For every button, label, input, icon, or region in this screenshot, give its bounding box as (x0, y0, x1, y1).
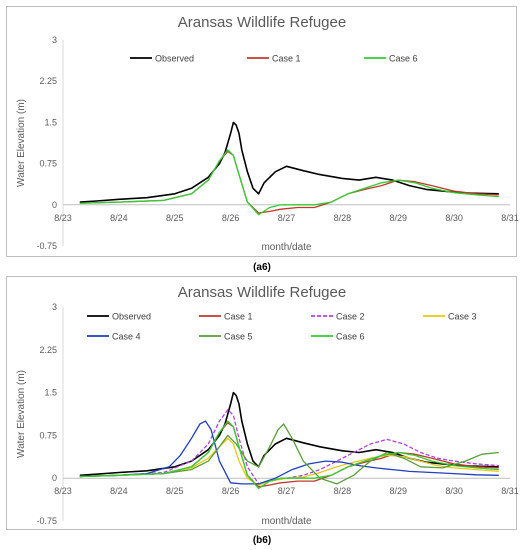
chart-a-x-tick-label: 8/23 (54, 213, 72, 223)
chart-a-y-tick-label: 3 (52, 35, 57, 45)
chart-a-y-tick-label: 0.75 (39, 159, 57, 169)
chart-b-legend-label: Case 2 (336, 312, 365, 322)
chart-a-y-tick-label: 2.25 (39, 76, 57, 86)
chart-a-x-tick-label: 8/31 (501, 213, 519, 223)
chart-a-x-tick-label: 8/27 (278, 213, 296, 223)
chart-a-y-axis-label: Water Elevation (m) (16, 99, 27, 187)
chart-b-series-case-2 (79, 409, 499, 485)
chart-a-x-tick-label: 8/25 (166, 213, 184, 223)
chart-a-title: Aransas Wildlife Refugee (177, 14, 347, 31)
chart-b-x-tick-label: 8/29 (389, 486, 407, 496)
chart-a-x-tick-label: 8/29 (389, 213, 407, 223)
chart-b-series-case-6 (79, 420, 499, 490)
chart-a-x-tick-label: 8/24 (110, 213, 128, 223)
chart-a-y-tick-label: -0.75 (36, 241, 57, 251)
chart-b-x-axis-label: month/date (261, 516, 311, 527)
chart-b-series-case-5 (79, 423, 499, 485)
chart-b-frame (6, 276, 517, 530)
chart-b-legend-label: Case 4 (112, 332, 141, 342)
chart-b-x-tick-label: 8/25 (166, 486, 184, 496)
chart-b-x-tick-label: 8/24 (110, 486, 128, 496)
chart-b-x-tick-label: 8/31 (501, 486, 519, 496)
chart-b-y-tick-label: 0 (52, 473, 57, 483)
chart-a-frame (6, 6, 517, 257)
chart-b-panel-label: (b6) (252, 535, 272, 546)
chart-b-x-tick-label: 8/26 (222, 486, 240, 496)
chart-a-panel-label: (a6) (253, 262, 271, 273)
chart-a-legend-label: Case 6 (389, 54, 418, 64)
chart-a-legend-label: Case 1 (272, 54, 301, 64)
chart-b-x-tick-label: 8/27 (278, 486, 296, 496)
chart-b-y-tick-label: 2.25 (39, 345, 57, 355)
chart-b-y-tick-label: 0.75 (39, 430, 57, 440)
chart-a-series-case-6 (79, 149, 499, 216)
chart-b-x-tick-label: 8/23 (54, 486, 72, 496)
chart-a: -0.75 0 0.75 1.5 2.25 3 8/23 8/24 8/25 8/26 8/27 8/… (16, 35, 519, 253)
chart-b-y-tick-label: 1.5 (44, 388, 57, 398)
chart-a-y-tick-label: 1.5 (44, 117, 57, 127)
chart-a-series-observed (79, 121, 499, 203)
chart-a-x-tick-label: 8/28 (334, 213, 352, 223)
chart-b-legend-label: Case 6 (336, 332, 365, 342)
chart-b-series-case-4 (79, 420, 499, 485)
chart-a-x-axis-label: month/date (261, 242, 311, 253)
chart-a-y-tick-label: 0 (52, 200, 57, 210)
chart-b-legend-label: Case 3 (448, 312, 477, 322)
chart-a-x-tick-label: 8/26 (222, 213, 240, 223)
chart-b-y-axis-label: Water Elevation (m) (16, 370, 27, 458)
chart-b-y-tick-label: 3 (52, 302, 57, 312)
chart-b-x-tick-label: 8/30 (445, 486, 463, 496)
chart-b-legend-label: Case 1 (224, 312, 253, 322)
chart-b-title: Aransas Wildlife Refugee (177, 284, 347, 301)
chart-b-y-tick-label: -0.75 (36, 516, 57, 526)
chart-b-legend-label: Observed (112, 312, 151, 322)
chart-b-legend-label: Case 5 (224, 332, 253, 342)
chart-a-x-tick-label: 8/30 (445, 213, 463, 223)
chart-a-legend-label: Observed (155, 54, 194, 64)
chart-b-x-tick-label: 8/28 (334, 486, 352, 496)
